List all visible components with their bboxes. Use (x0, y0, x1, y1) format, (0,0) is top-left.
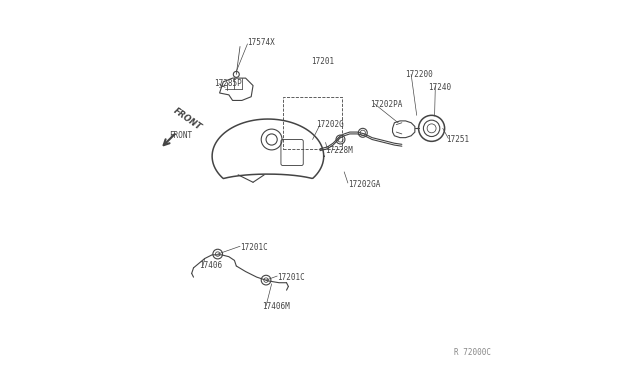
Text: 17406M: 17406M (262, 302, 290, 311)
Text: 17201: 17201 (310, 57, 334, 66)
Text: 17202GA: 17202GA (348, 180, 380, 189)
Text: 17406: 17406 (199, 262, 222, 270)
Text: 17202G: 17202G (316, 120, 344, 129)
Text: 172200: 172200 (406, 70, 433, 79)
Text: 17201C: 17201C (240, 243, 268, 252)
Text: 17285P: 17285P (214, 79, 242, 88)
Circle shape (360, 130, 365, 135)
Circle shape (213, 249, 223, 259)
Circle shape (338, 137, 343, 142)
Text: 17251: 17251 (447, 135, 470, 144)
Text: R 72000C: R 72000C (454, 348, 491, 357)
Text: 17240: 17240 (428, 83, 451, 92)
Text: FRONT: FRONT (170, 131, 193, 140)
Text: 17202PA: 17202PA (370, 100, 403, 109)
Bar (283, 97, 342, 149)
Text: 17201C: 17201C (277, 273, 305, 282)
Text: 17228M: 17228M (326, 146, 353, 155)
Text: 17574X: 17574X (248, 38, 275, 47)
Circle shape (261, 275, 271, 285)
Text: FRONT: FRONT (172, 106, 203, 132)
Circle shape (234, 71, 239, 77)
